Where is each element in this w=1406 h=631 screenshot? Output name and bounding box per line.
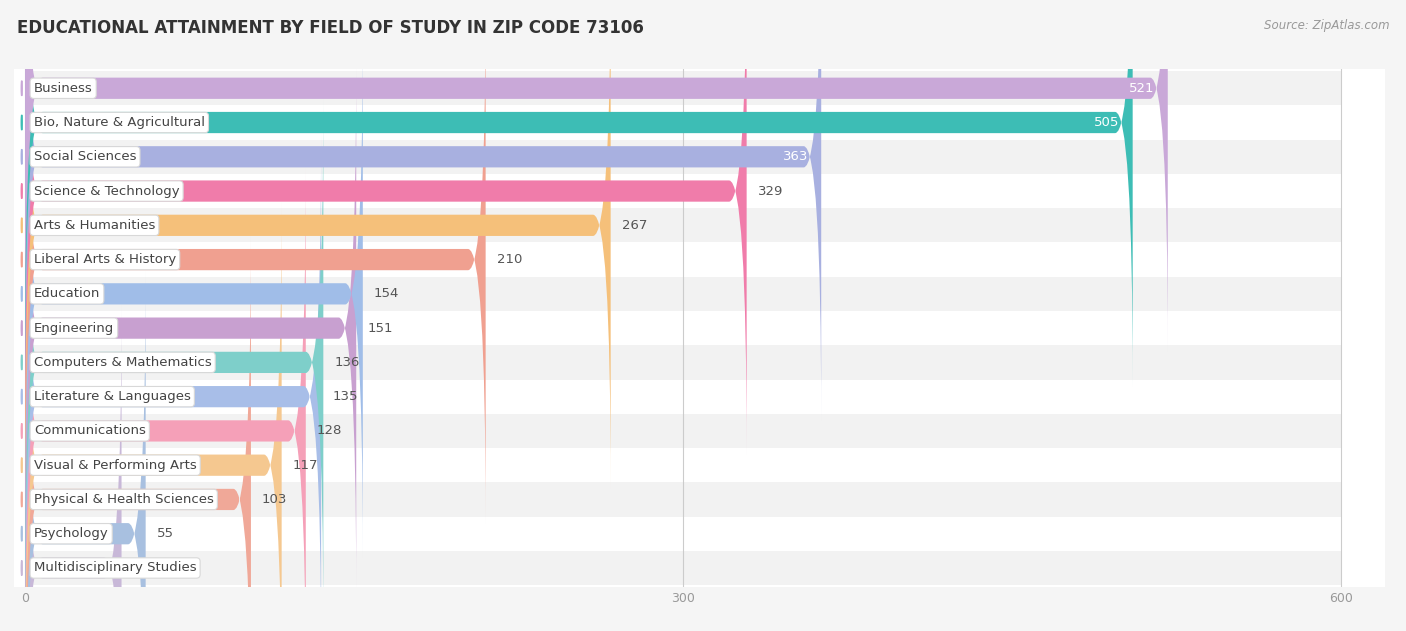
Bar (25, 71, 1341, 105)
Text: Visual & Performing Arts: Visual & Performing Arts (34, 459, 197, 472)
Bar (25, 414, 1341, 448)
Text: Source: ZipAtlas.com: Source: ZipAtlas.com (1264, 19, 1389, 32)
Text: Science & Technology: Science & Technology (34, 184, 180, 198)
Bar (25, 517, 1341, 551)
Text: 135: 135 (332, 390, 357, 403)
Text: 44: 44 (132, 562, 149, 574)
Text: Literature & Languages: Literature & Languages (34, 390, 191, 403)
Text: Engineering: Engineering (34, 322, 114, 334)
Text: 154: 154 (374, 287, 399, 300)
Text: 521: 521 (1129, 82, 1154, 95)
Text: Arts & Humanities: Arts & Humanities (34, 219, 155, 232)
FancyBboxPatch shape (25, 305, 121, 631)
FancyBboxPatch shape (25, 133, 321, 631)
FancyBboxPatch shape (25, 30, 363, 557)
Text: Communications: Communications (34, 425, 146, 437)
Text: 329: 329 (758, 184, 783, 198)
FancyBboxPatch shape (25, 167, 305, 631)
Bar (25, 139, 1341, 174)
Text: Business: Business (34, 82, 93, 95)
Bar (25, 345, 1341, 379)
FancyBboxPatch shape (25, 236, 250, 631)
Bar (25, 242, 1341, 277)
FancyBboxPatch shape (25, 202, 281, 631)
Bar (25, 208, 1341, 242)
Text: 267: 267 (621, 219, 647, 232)
Text: Computers & Mathematics: Computers & Mathematics (34, 356, 211, 369)
Text: 103: 103 (262, 493, 287, 506)
Text: Bio, Nature & Agricultural: Bio, Nature & Agricultural (34, 116, 205, 129)
FancyBboxPatch shape (25, 0, 1168, 351)
Text: Social Sciences: Social Sciences (34, 150, 136, 163)
Bar (25, 311, 1341, 345)
Text: 136: 136 (335, 356, 360, 369)
Text: Psychology: Psychology (34, 528, 108, 540)
Text: Physical & Health Sciences: Physical & Health Sciences (34, 493, 214, 506)
Text: 210: 210 (496, 253, 522, 266)
Bar (25, 379, 1341, 414)
Bar (25, 448, 1341, 482)
FancyBboxPatch shape (25, 64, 356, 592)
Text: 151: 151 (367, 322, 392, 334)
FancyBboxPatch shape (25, 0, 485, 523)
FancyBboxPatch shape (25, 0, 610, 489)
Text: 117: 117 (292, 459, 318, 472)
Text: Education: Education (34, 287, 100, 300)
Text: 505: 505 (1094, 116, 1119, 129)
Text: EDUCATIONAL ATTAINMENT BY FIELD OF STUDY IN ZIP CODE 73106: EDUCATIONAL ATTAINMENT BY FIELD OF STUDY… (17, 19, 644, 37)
Bar (25, 482, 1341, 517)
Text: Liberal Arts & History: Liberal Arts & History (34, 253, 176, 266)
FancyBboxPatch shape (25, 270, 146, 631)
Bar (25, 105, 1341, 139)
FancyBboxPatch shape (25, 0, 747, 454)
Text: Multidisciplinary Studies: Multidisciplinary Studies (34, 562, 197, 574)
Text: 363: 363 (783, 150, 808, 163)
Text: 128: 128 (316, 425, 342, 437)
Text: 55: 55 (156, 528, 173, 540)
Bar (25, 277, 1341, 311)
Bar (25, 174, 1341, 208)
Bar (25, 551, 1341, 585)
FancyBboxPatch shape (25, 0, 821, 420)
FancyBboxPatch shape (25, 99, 323, 626)
FancyBboxPatch shape (25, 0, 1133, 386)
